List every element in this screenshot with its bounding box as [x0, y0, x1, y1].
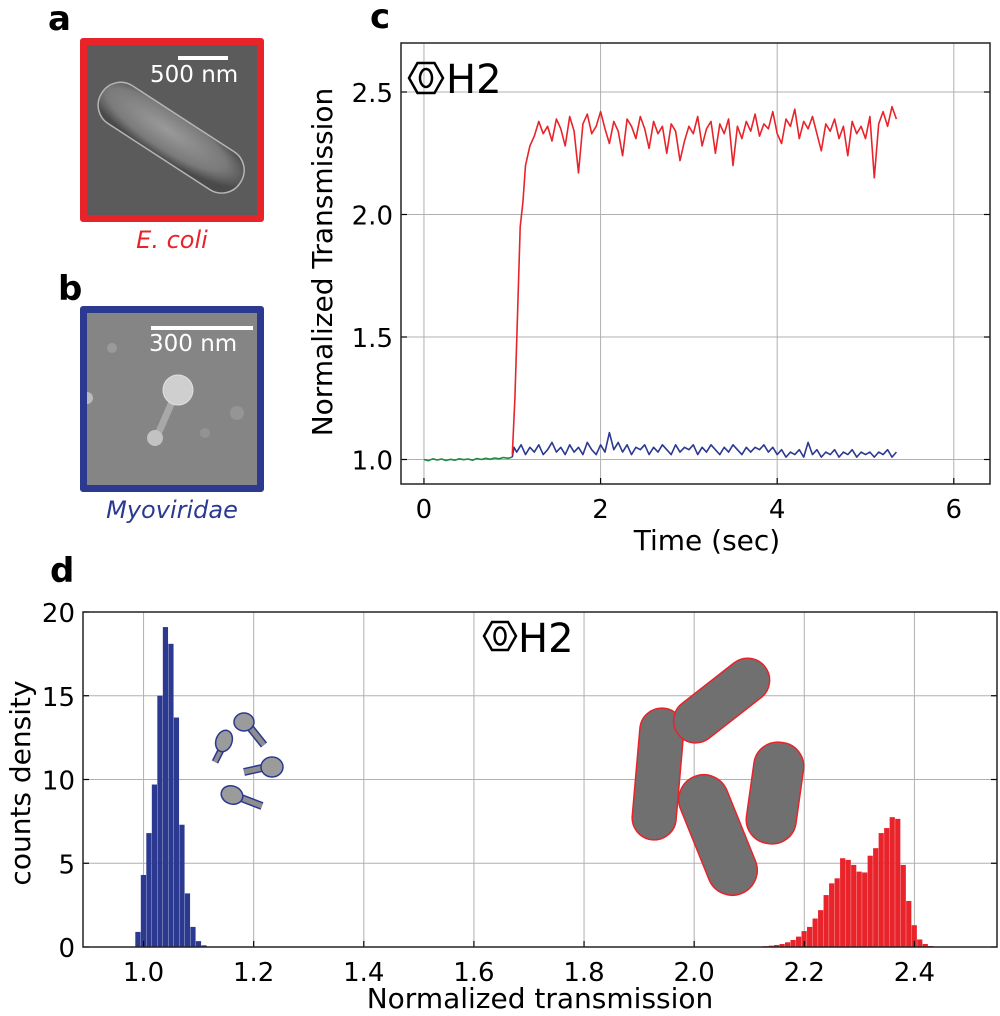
y-tick-label: 1.5 — [352, 324, 393, 354]
histogram-bar — [873, 848, 879, 947]
x-tick-label: 1.6 — [453, 958, 494, 988]
histogram-bar — [801, 931, 807, 947]
x-tick-label: 2.0 — [673, 958, 714, 988]
histogram-bar — [146, 833, 152, 947]
organism-cutouts — [211, 657, 805, 896]
histogram-bar — [812, 918, 818, 947]
x-tick-label: 1.8 — [563, 958, 604, 988]
histogram-bar — [867, 855, 873, 947]
panel-label-a: a — [48, 0, 71, 39]
phage-illustration — [87, 343, 244, 446]
x-tick-label: 2.2 — [784, 958, 825, 988]
chart-annotation: H2 — [446, 57, 502, 103]
histogram-bar — [906, 900, 912, 947]
histogram-bar — [900, 864, 906, 947]
x-tick-label: 6 — [946, 495, 963, 525]
histogram-bar — [774, 944, 780, 947]
y-axis-label: Normalized Transmission — [306, 88, 339, 437]
histogram-bar — [157, 695, 163, 947]
histogram-bar — [884, 828, 890, 947]
ecoli-cell-illustration — [97, 81, 245, 195]
phage-sem-image: 300 nm — [80, 306, 264, 492]
histogram-bar — [162, 627, 169, 947]
y-tick-label: 5 — [58, 850, 75, 880]
histogram-bar — [135, 931, 141, 947]
histogram-bar — [807, 926, 813, 947]
histogram-bar — [818, 910, 824, 947]
y-tick-label: 2.0 — [352, 202, 393, 232]
x-tick-label: 1.4 — [343, 958, 384, 988]
y-tick-label: 15 — [42, 683, 75, 713]
series-line-2 — [511, 105, 898, 455]
benzene-ring-icon — [482, 620, 518, 652]
histogram-bar — [840, 858, 846, 947]
histogram-bar — [889, 817, 895, 947]
histogram-bar — [917, 939, 923, 947]
series-line-1 — [511, 431, 898, 458]
x-tick-label: 0 — [416, 495, 433, 525]
scale-bar-label: 500 nm — [150, 62, 239, 88]
plot-frame — [82, 611, 998, 948]
histogram-bar — [823, 895, 829, 947]
benzene-ring-icon — [407, 61, 445, 95]
ecoli-sem-image: 500 nm — [80, 38, 264, 222]
histogram-bar — [851, 864, 857, 947]
histogram-bar — [796, 936, 802, 947]
x-tick-label: 1.2 — [233, 958, 274, 988]
histogram-bar — [168, 643, 174, 947]
histogram-bar — [179, 824, 185, 947]
histogram-bar — [201, 945, 207, 947]
histogram-bar — [173, 717, 180, 947]
ecoli-cutout-icon — [631, 657, 805, 896]
panel-label-b: b — [58, 269, 83, 309]
x-tick-label: 4 — [769, 495, 786, 525]
chart-annotation: H2 — [518, 616, 574, 662]
x-tick-label: 1.0 — [123, 958, 164, 988]
histogram-bar — [922, 943, 928, 947]
histogram-bar — [151, 784, 158, 947]
y-axis-label: counts density — [4, 680, 37, 885]
phage-cutout-icon — [211, 712, 284, 810]
y-tick-label: 20 — [42, 599, 75, 629]
histogram-bar — [190, 926, 196, 947]
histogram-bar — [895, 818, 901, 947]
histogram-bar — [829, 883, 835, 947]
panel-label-c: c — [370, 0, 391, 37]
scale-bar — [151, 326, 253, 330]
histogram-bar — [856, 871, 862, 947]
y-tick-label: 0 — [58, 934, 75, 964]
y-tick-label: 10 — [42, 767, 75, 797]
histogram-bar — [911, 925, 917, 947]
histogram-bar — [834, 878, 840, 947]
histogram-bar — [184, 893, 191, 947]
histogram-bar — [779, 943, 785, 947]
x-axis-label: Normalized transmission — [367, 982, 714, 1015]
histogram-bar — [845, 859, 851, 947]
panel-label-d: d — [50, 551, 75, 591]
ecoli-caption: E. coli — [136, 226, 208, 254]
y-tick-label: 2.5 — [352, 79, 393, 109]
histogram-bar — [878, 833, 884, 947]
histogram-bar — [790, 939, 796, 947]
histogram-bar — [785, 942, 791, 947]
series-line-0 — [423, 456, 513, 462]
histogram-bar — [140, 874, 147, 947]
scale-bar-label: 300 nm — [149, 331, 238, 357]
y-tick-label: 1.0 — [352, 447, 393, 477]
histogram-bar — [195, 941, 202, 947]
phage-caption: Myoviridae — [106, 496, 238, 524]
x-tick-label: 2 — [592, 495, 609, 525]
plot-frame — [400, 42, 991, 485]
histogram-bar — [862, 872, 868, 947]
x-tick-label: 2.4 — [894, 958, 935, 988]
x-axis-label: Time (sec) — [633, 524, 780, 557]
scale-bar — [178, 56, 228, 60]
